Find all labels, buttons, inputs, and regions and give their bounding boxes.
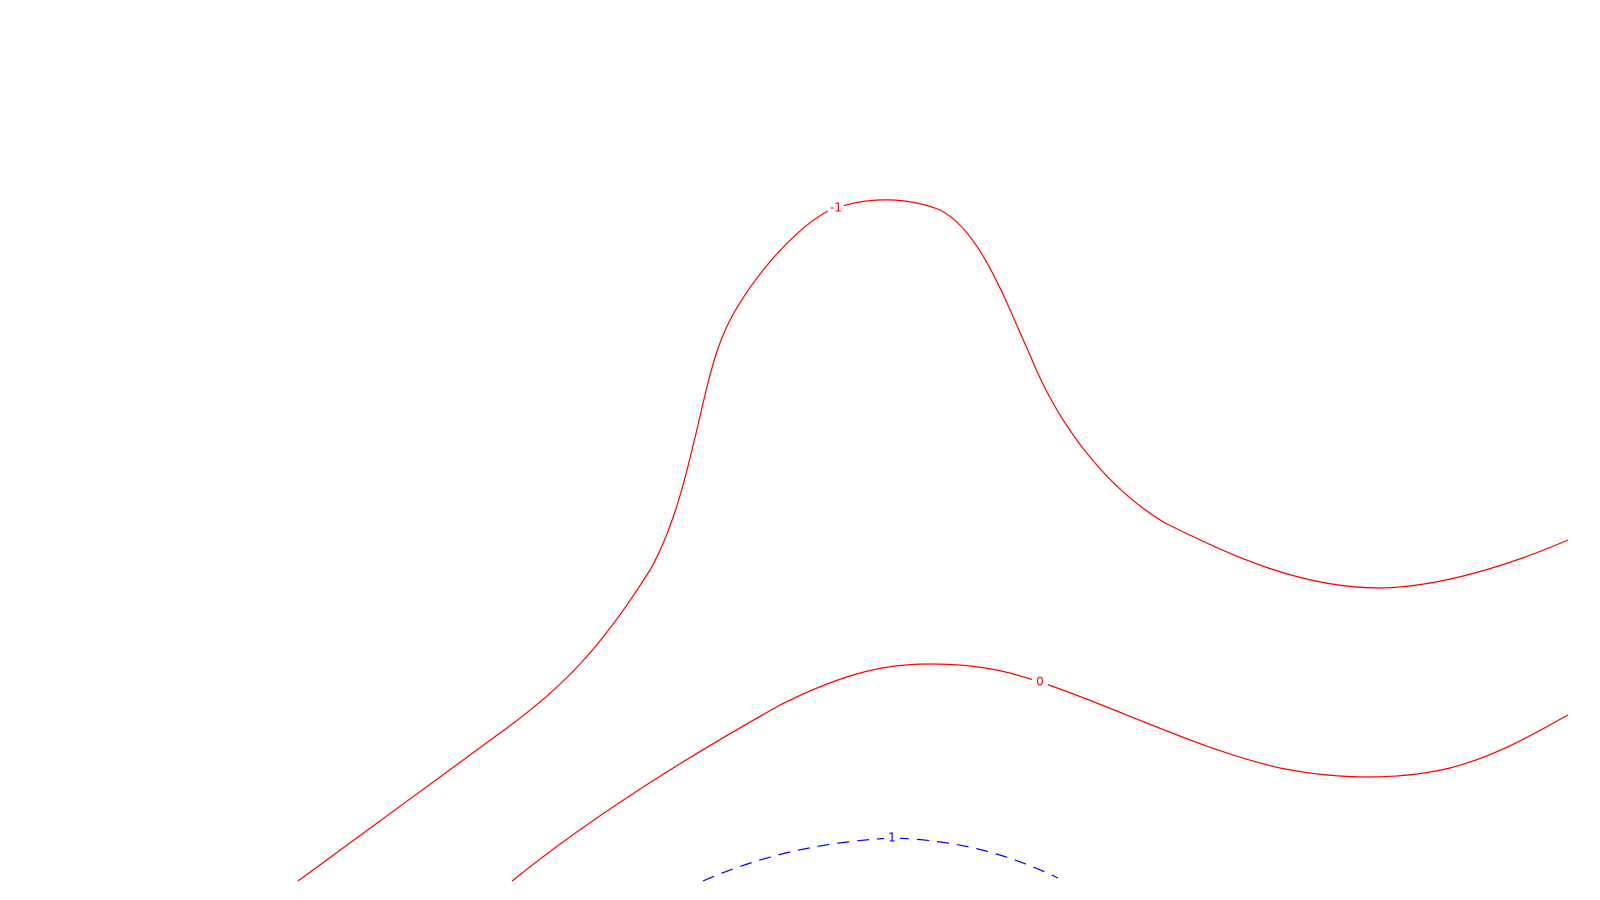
contour-label-level-1: 1 [888,831,896,845]
contour-label-background [884,831,900,845]
contour-label-level-neg1: -1 [830,201,842,215]
contour-label-background [828,201,844,215]
contour-line-level-neg1 [297,199,1569,882]
contour-label-background [1032,675,1048,689]
contour-label-level-0: 0 [1036,675,1044,689]
contour-labels: -1 0 1 [828,201,1048,845]
